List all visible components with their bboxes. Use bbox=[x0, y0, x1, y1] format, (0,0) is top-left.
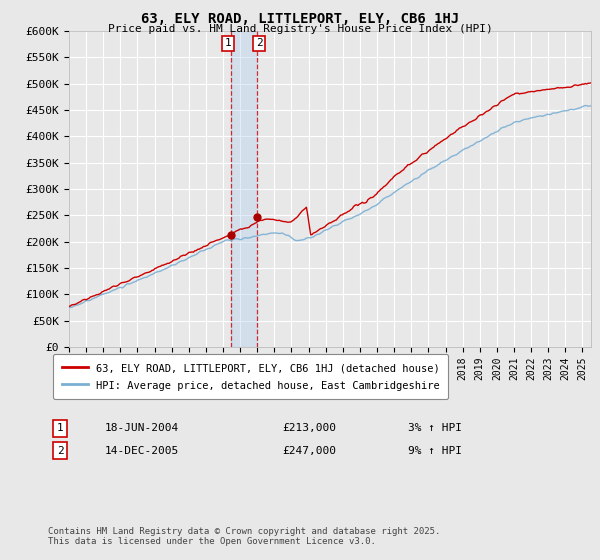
Text: 2: 2 bbox=[256, 39, 263, 49]
Bar bbox=[231, 31, 257, 347]
Text: Price paid vs. HM Land Registry's House Price Index (HPI): Price paid vs. HM Land Registry's House … bbox=[107, 24, 493, 34]
Text: 2: 2 bbox=[56, 446, 64, 456]
Text: 1: 1 bbox=[225, 39, 232, 49]
Text: £213,000: £213,000 bbox=[282, 423, 336, 433]
Text: 14-DEC-2005: 14-DEC-2005 bbox=[105, 446, 179, 456]
Legend: 63, ELY ROAD, LITTLEPORT, ELY, CB6 1HJ (detached house), HPI: Average price, det: 63, ELY ROAD, LITTLEPORT, ELY, CB6 1HJ (… bbox=[53, 354, 448, 399]
Text: £247,000: £247,000 bbox=[282, 446, 336, 456]
Text: 63, ELY ROAD, LITTLEPORT, ELY, CB6 1HJ: 63, ELY ROAD, LITTLEPORT, ELY, CB6 1HJ bbox=[141, 12, 459, 26]
Text: 1: 1 bbox=[56, 423, 64, 433]
Text: 9% ↑ HPI: 9% ↑ HPI bbox=[408, 446, 462, 456]
Text: 18-JUN-2004: 18-JUN-2004 bbox=[105, 423, 179, 433]
Text: 3% ↑ HPI: 3% ↑ HPI bbox=[408, 423, 462, 433]
Text: Contains HM Land Registry data © Crown copyright and database right 2025.
This d: Contains HM Land Registry data © Crown c… bbox=[48, 526, 440, 546]
